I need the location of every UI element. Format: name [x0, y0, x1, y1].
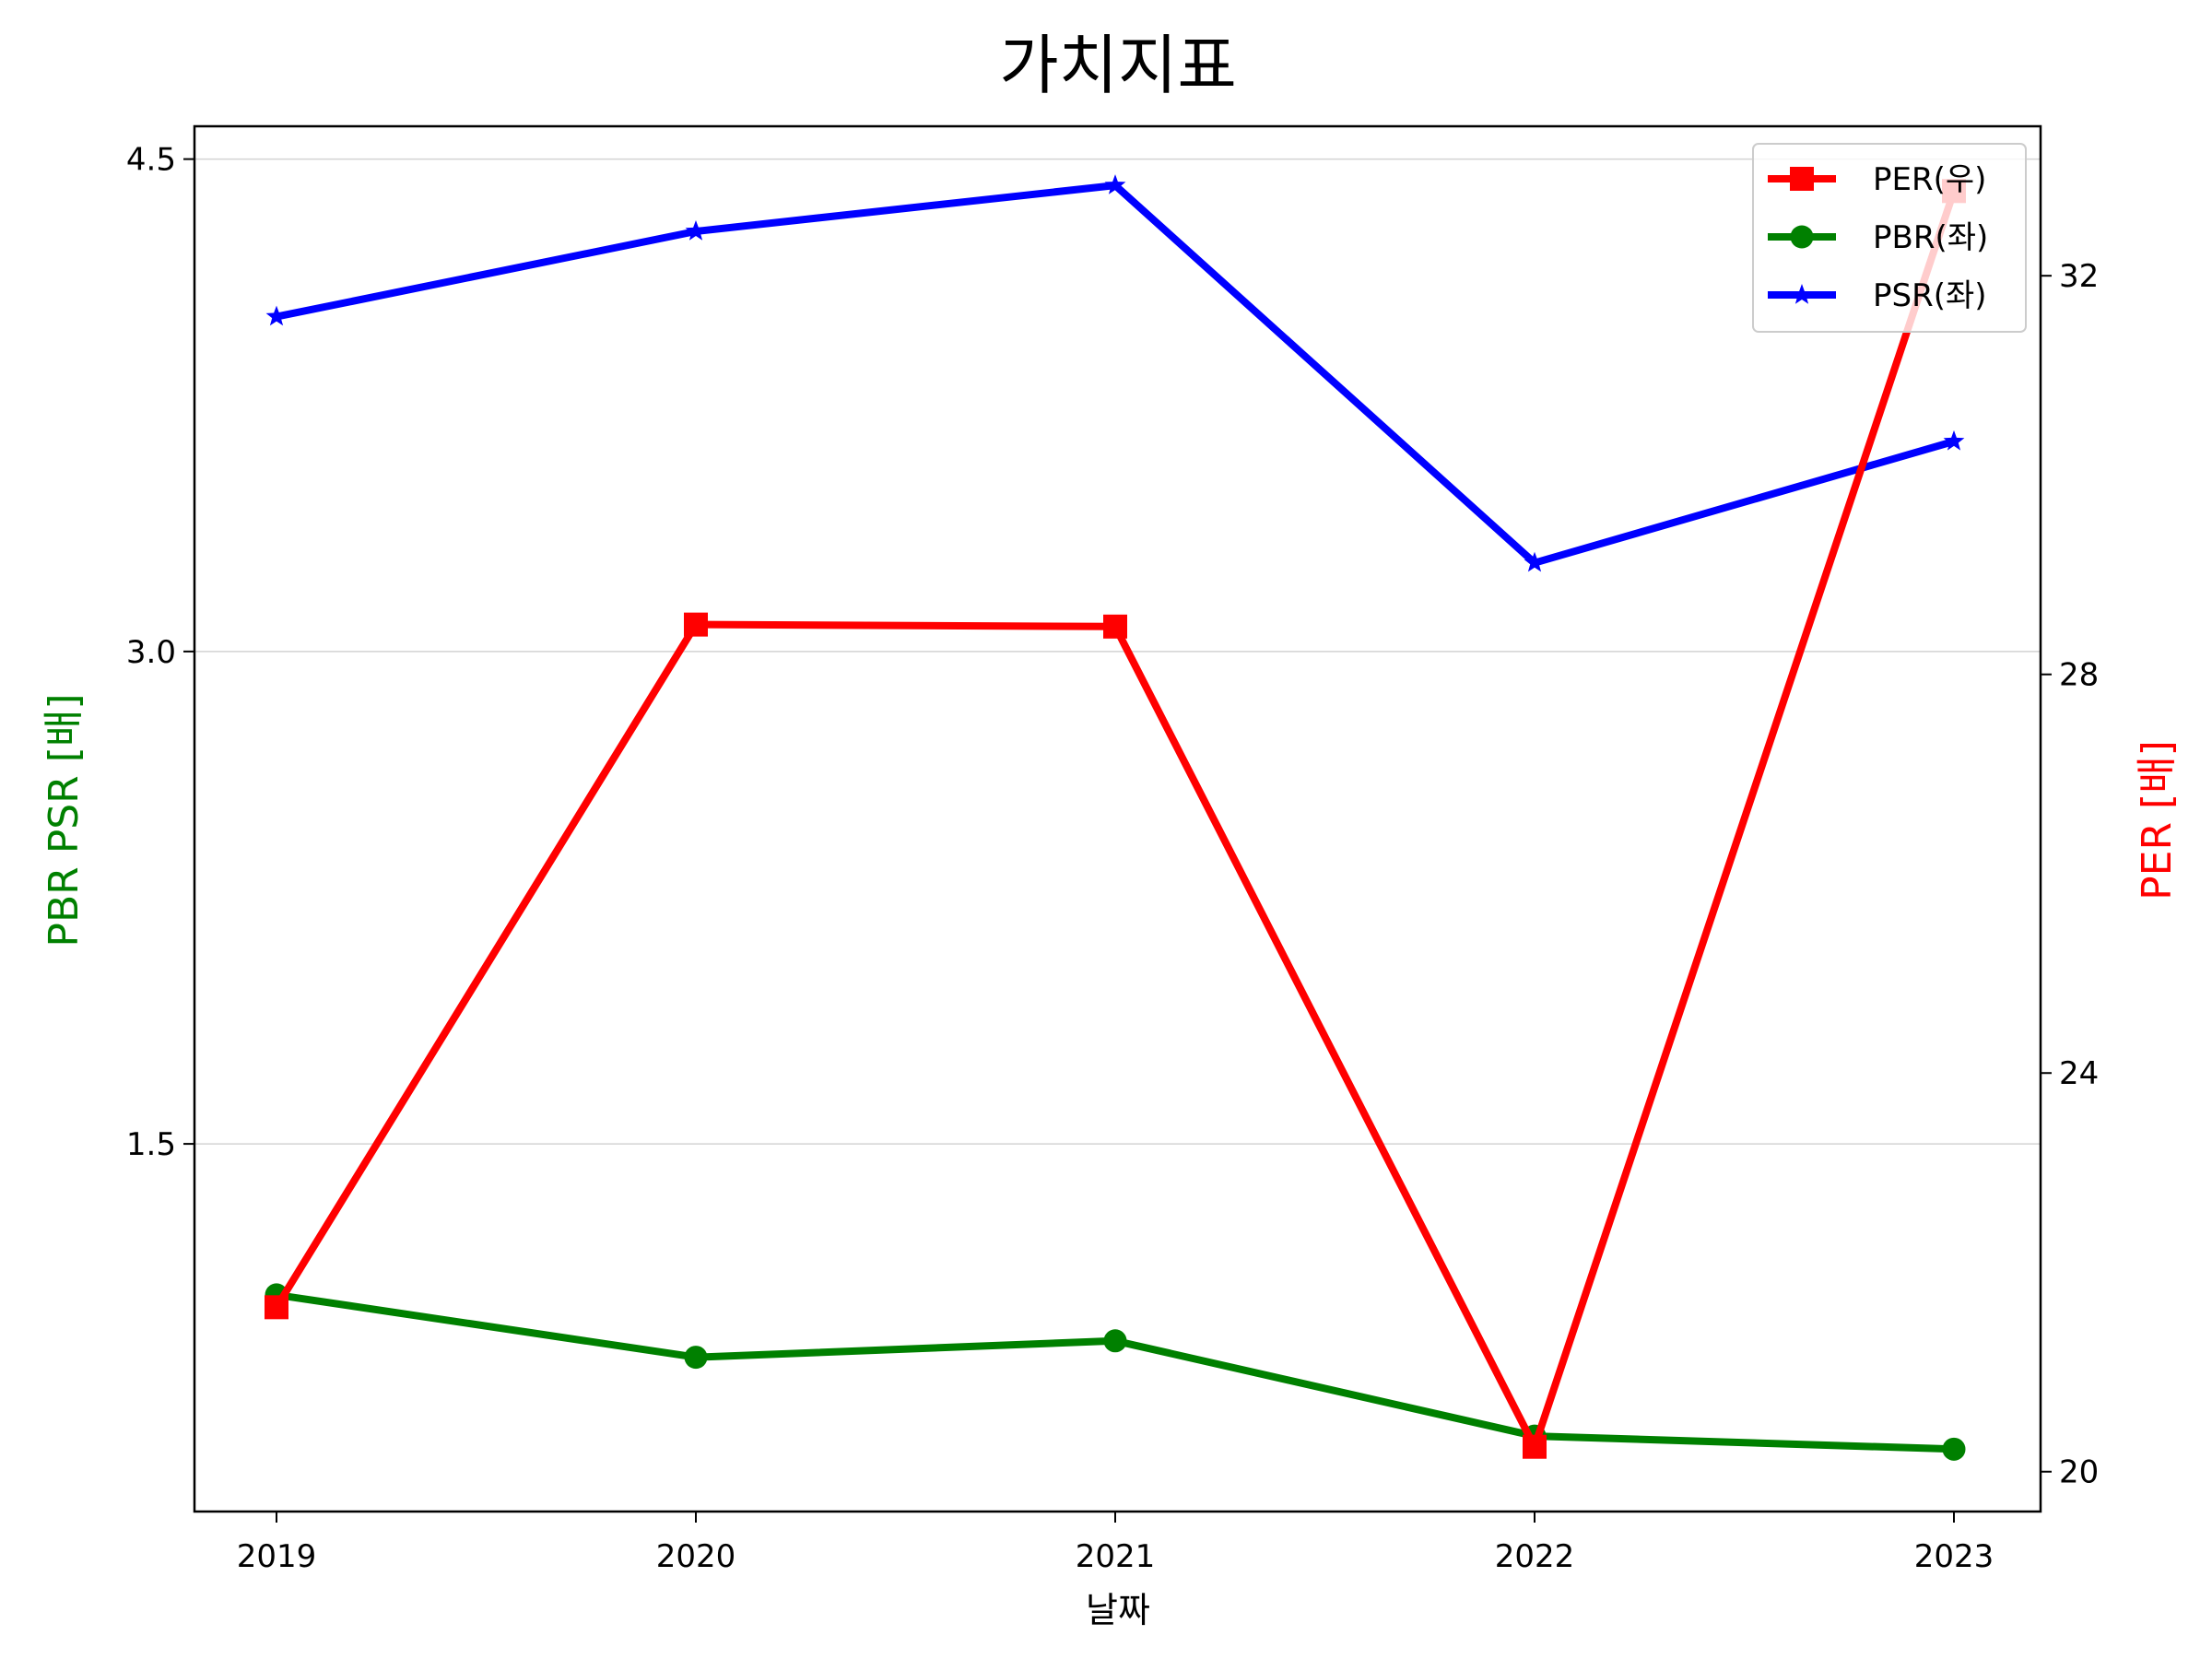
- legend-marker-per: [1790, 167, 1814, 191]
- data-point-per: [684, 612, 708, 637]
- data-point-per: [1523, 1434, 1547, 1459]
- data-point-psr: [1524, 551, 1546, 572]
- y-right-tick-label: 28: [2059, 657, 2099, 694]
- y-axis-left-label: PBR PSR [배]: [41, 693, 88, 947]
- x-tick-label: 2023: [1914, 1538, 1994, 1575]
- data-point-pbr: [1103, 1329, 1127, 1353]
- legend-marker-psr: [1791, 284, 1813, 304]
- legend-box: [1752, 143, 2027, 333]
- data-point-psr: [1104, 174, 1126, 194]
- y-left-tick-label: 1.5: [126, 1126, 176, 1163]
- series-per: [265, 179, 1966, 1459]
- legend-label-per: PER(우): [1873, 161, 1986, 198]
- data-point-psr: [685, 220, 707, 241]
- x-axis-label: 날짜: [1086, 1590, 1150, 1630]
- y-left-tick-label: 3.0: [126, 634, 176, 671]
- data-point-pbr: [684, 1346, 708, 1370]
- data-point-pbr: [1942, 1437, 1966, 1461]
- x-tick-label: 2020: [656, 1538, 736, 1575]
- plot-frame: [193, 124, 2042, 1513]
- y-right-tick-label: 20: [2059, 1454, 2099, 1491]
- x-tick-label: 2022: [1495, 1538, 1575, 1575]
- chart-title: 가치지표: [999, 28, 1237, 103]
- data-point-psr: [265, 305, 288, 326]
- y-axis-left: 1.5 3.0 4.5: [126, 142, 194, 1163]
- x-tick-label: 2021: [1076, 1538, 1156, 1575]
- legend-marker-pbr: [1790, 225, 1814, 249]
- legend-label-psr: PSR(좌): [1873, 277, 1987, 314]
- data-point-per: [1103, 614, 1127, 639]
- y-right-tick-label: 32: [2059, 258, 2099, 295]
- legend: PER(우) PBR(좌) PSR(좌): [1752, 143, 2027, 333]
- x-tick-label: 2019: [237, 1538, 317, 1575]
- x-axis: 2019 2020 2021 2022 2023: [237, 1512, 1994, 1575]
- y-axis-right: 20 24 28 32: [2041, 258, 2099, 1491]
- grid-lines: [194, 158, 2041, 1145]
- series-layer: [265, 174, 1966, 1461]
- data-point-per: [265, 1295, 288, 1320]
- y-right-tick-label: 24: [2059, 1055, 2099, 1092]
- y-left-tick-label: 4.5: [126, 142, 176, 179]
- legend-label-pbr: PBR(좌): [1873, 219, 1988, 256]
- data-point-psr: [1943, 429, 1965, 451]
- y-axis-right-label: PER [배]: [2134, 740, 2181, 900]
- series-psr: [265, 174, 1965, 572]
